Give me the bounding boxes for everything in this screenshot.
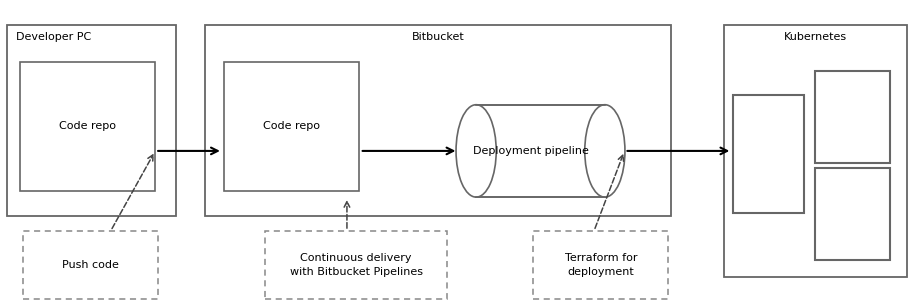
- Bar: [224, 62, 359, 191]
- Bar: [603, 102, 626, 200]
- Bar: [265, 231, 447, 299]
- Bar: [533, 231, 668, 299]
- Ellipse shape: [456, 105, 496, 197]
- Text: Continuous delivery
with Bitbucket Pipelines: Continuous delivery with Bitbucket Pipel…: [289, 253, 423, 277]
- Text: Bitbucket: Bitbucket: [412, 32, 465, 42]
- Text: Code repo: Code repo: [263, 121, 320, 131]
- Bar: [20, 62, 155, 191]
- Text: Code repo: Code repo: [59, 121, 116, 131]
- Bar: [7, 25, 176, 216]
- Bar: [815, 168, 890, 260]
- Bar: [205, 25, 671, 216]
- Ellipse shape: [584, 105, 624, 197]
- Text: Deployment pipeline: Deployment pipeline: [473, 146, 588, 156]
- Bar: [815, 71, 890, 163]
- Text: Terraform for
deployment: Terraform for deployment: [564, 253, 637, 277]
- Bar: [23, 231, 158, 299]
- Text: Developer PC: Developer PC: [16, 32, 91, 42]
- Bar: [733, 95, 804, 213]
- Bar: [476, 105, 604, 197]
- Text: Push code: Push code: [62, 260, 119, 270]
- Text: Kubernetes: Kubernetes: [783, 32, 847, 42]
- Bar: [724, 25, 907, 277]
